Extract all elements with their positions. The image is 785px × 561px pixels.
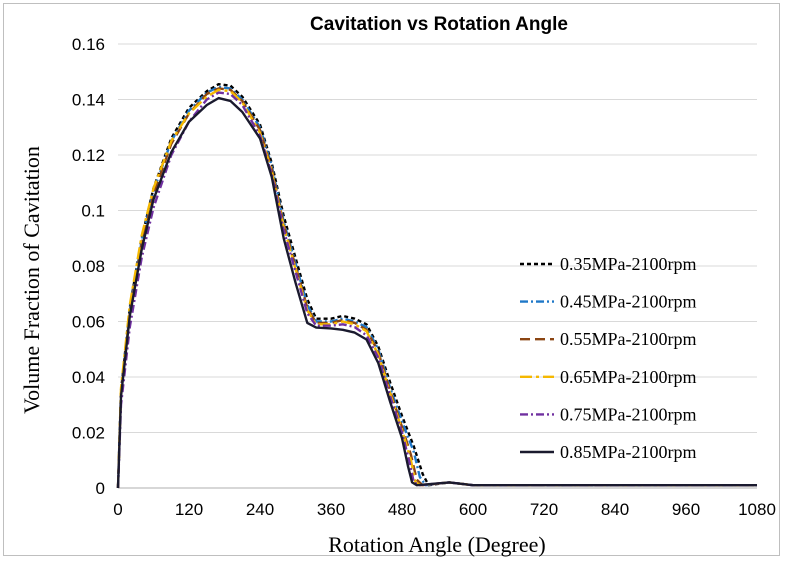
- x-tick-label: 480: [388, 500, 416, 519]
- x-axis-title: Rotation Angle (Degree): [328, 532, 546, 557]
- legend-label: 0.65MPa-2100rpm: [560, 367, 697, 387]
- x-tick-label: 240: [246, 500, 274, 519]
- y-tick-label: 0: [96, 479, 105, 498]
- legend-label: 0.75MPa-2100rpm: [560, 404, 697, 424]
- chart-title: Cavitation vs Rotation Angle: [310, 14, 568, 35]
- chart-frame: [3, 3, 780, 556]
- legend-label: 0.55MPa-2100rpm: [560, 329, 697, 349]
- gridlines: [118, 43, 757, 433]
- legend: 0.35MPa-2100rpm 0.45MPa-2100rpm 0.55MPa-21…: [520, 254, 697, 462]
- x-tick-label: 840: [601, 500, 629, 519]
- y-tick-label: 0.08: [72, 257, 105, 276]
- legend-label: 0.85MPa-2100rpm: [560, 442, 697, 462]
- series-line: [116, 83, 757, 489]
- x-tick-label: 0: [113, 500, 122, 519]
- legend-label: 0.45MPa-2100rpm: [560, 292, 697, 312]
- tick-labels: 0 0.02 0.04 0.06 0.08 0.1 0.12 0.14 0.16 0 120 240 3…: [72, 35, 776, 519]
- x-tick-label: 120: [175, 500, 203, 519]
- y-tick-label: 0.02: [72, 424, 105, 443]
- y-tick-label: 0.12: [72, 146, 105, 165]
- series-line: [116, 87, 757, 489]
- y-tick-label: 0.14: [72, 91, 105, 110]
- plot-area: [116, 83, 757, 489]
- series-line: [116, 91, 757, 489]
- y-tick-label: 0.06: [72, 313, 105, 332]
- x-tick-label: 1080: [738, 500, 776, 519]
- series-line: [116, 88, 757, 489]
- y-tick-label: 0.1: [81, 202, 105, 221]
- series-line: [116, 96, 757, 489]
- y-tick-label: 0.04: [72, 368, 105, 387]
- x-tick-label: 360: [317, 500, 345, 519]
- series-line: [116, 85, 757, 489]
- x-tick-label: 600: [459, 500, 487, 519]
- x-tick-label: 720: [530, 500, 558, 519]
- y-tick-label: 0.16: [72, 35, 105, 54]
- x-tick-label: 960: [672, 500, 700, 519]
- legend-label: 0.35MPa-2100rpm: [560, 254, 697, 274]
- y-axis-title: Volume Fraction of Cavitation: [19, 146, 44, 414]
